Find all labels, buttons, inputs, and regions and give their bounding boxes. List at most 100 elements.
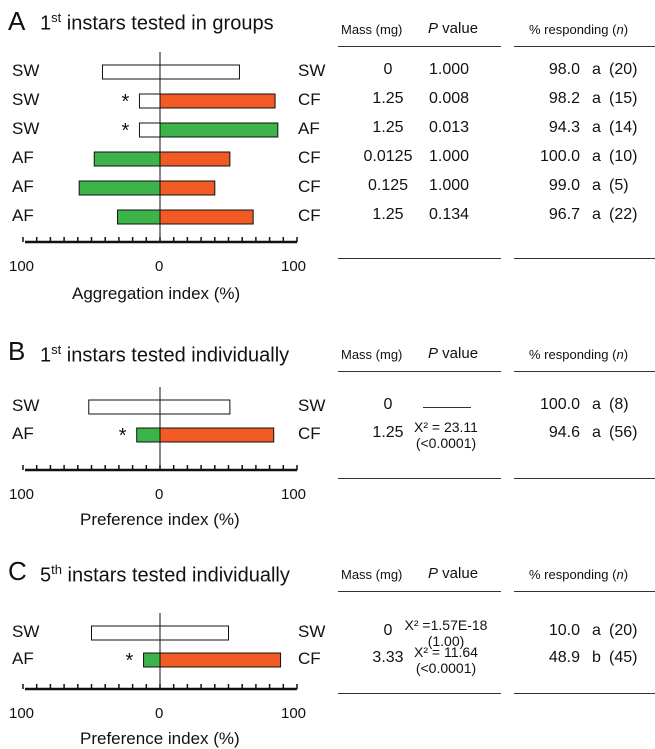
group-letter: a	[592, 177, 601, 194]
sample-size: (15)	[609, 90, 638, 107]
test-statistic: X² =1.57E-18	[404, 617, 488, 633]
mass-value: 0.125	[367, 177, 409, 194]
bar-right-sw	[159, 64, 240, 80]
mass-value: 1.25	[372, 206, 404, 223]
title-number: 1	[40, 12, 52, 35]
p-value-header: P value	[428, 20, 478, 37]
p-word: value	[438, 20, 479, 37]
test-statistic: X² = 11.64	[414, 644, 478, 660]
panel-b: B 1st instars tested individually Mass (mg…	[0, 330, 655, 530]
header-rule-left	[338, 46, 501, 47]
x-tick-label: 100	[281, 705, 307, 722]
x-tick-label: 100	[9, 705, 35, 722]
panel-letter: B	[8, 336, 26, 366]
sample-size: (22)	[609, 206, 638, 223]
mass-header: Mass (mg)	[341, 567, 403, 582]
group-letter: a	[592, 206, 601, 223]
p-value: 0.134	[428, 206, 470, 223]
responding-value: 94.6	[548, 424, 580, 441]
p-word: value	[438, 345, 479, 362]
group-letter: a	[592, 119, 601, 136]
bottom-rule-left	[338, 258, 501, 259]
sample-size: (5)	[609, 177, 629, 194]
title-superscript: th	[51, 562, 62, 577]
p-value-header: P value	[428, 565, 478, 582]
title-text: instars tested individually	[61, 564, 290, 587]
bar-right-sw	[159, 399, 231, 415]
p-value-paren: (<0.0001)	[415, 435, 477, 451]
row-right-label: CF	[298, 206, 321, 225]
significance-star: *	[121, 91, 130, 113]
bottom-rule-left	[338, 478, 501, 479]
mass-value: 0	[383, 396, 393, 413]
row-right-label: CF	[298, 90, 321, 109]
sample-size: (14)	[609, 119, 638, 136]
row-left-label: SW	[12, 119, 40, 138]
p-value: 1.000	[428, 61, 470, 78]
resp-n: n	[616, 567, 624, 582]
sample-size: (56)	[609, 424, 638, 441]
bar-right-cf	[159, 209, 254, 225]
responding-value: 100.0	[539, 396, 580, 413]
resp-n: n	[616, 347, 624, 362]
sample-size: (8)	[609, 396, 629, 413]
panel-letter: A	[8, 6, 26, 36]
bar-left-sw	[138, 93, 161, 109]
bar-left-sw	[91, 625, 161, 641]
panel-title: 5th instars tested individually	[40, 562, 290, 588]
bar-right-cf	[159, 151, 231, 167]
title-superscript: st	[51, 342, 62, 357]
row-right-label: SW	[298, 396, 326, 415]
title-text: instars tested in groups	[61, 12, 274, 35]
mass-header: Mass (mg)	[341, 22, 403, 37]
resp-word: % responding (	[529, 567, 617, 582]
significance-star: *	[125, 650, 134, 672]
header-rule-right	[514, 591, 655, 592]
bar-left-af	[117, 209, 161, 225]
x-tick-label: 0	[155, 258, 164, 275]
responding-value: 96.7	[548, 206, 580, 223]
p-value-header: P value	[428, 345, 478, 362]
p-value: 1.000	[428, 148, 470, 165]
bar-right-cf	[159, 180, 216, 196]
responding-header: % responding (n)	[529, 22, 628, 37]
responding-value: 98.0	[548, 61, 580, 78]
resp-close: )	[623, 567, 629, 582]
row-right-label: CF	[298, 177, 321, 196]
group-letter: a	[592, 148, 601, 165]
x-tick-label: 100	[9, 486, 35, 503]
mass-value: 1.25	[372, 424, 404, 441]
group-letter: a	[592, 90, 601, 107]
p-italic: P	[428, 345, 439, 362]
row-left-label: AF	[12, 206, 34, 225]
row-right-label: SW	[298, 622, 326, 641]
x-tick-label: 100	[9, 258, 35, 275]
group-letter: a	[592, 61, 601, 78]
responding-value: 94.3	[548, 119, 580, 136]
group-letter: b	[592, 649, 601, 666]
bar-left-sw	[101, 64, 161, 80]
x-tick-label: 0	[155, 486, 164, 503]
responding-value: 99.0	[548, 177, 580, 194]
responding-value: 100.0	[539, 148, 580, 165]
x-axis-label: Aggregation index (%)	[72, 284, 241, 303]
p-value: 1.000	[428, 177, 470, 194]
x-axis-label: Preference index (%)	[80, 729, 240, 748]
sample-size: (20)	[609, 622, 638, 639]
resp-word: % responding (	[529, 347, 617, 362]
bar-left-af	[136, 427, 161, 443]
title-text: instars tested individually	[61, 344, 290, 367]
bottom-rule-right	[514, 478, 655, 479]
group-letter: a	[592, 396, 601, 413]
p-value-dash	[423, 407, 471, 408]
p-value: 0.013	[428, 119, 470, 136]
responding-header: % responding (n)	[529, 567, 628, 582]
bar-right-sw	[159, 625, 229, 641]
row-left-label: AF	[12, 177, 34, 196]
panel-a: A 1st instars tested in groups Mass (mg) P …	[0, 0, 655, 303]
bar-left-af	[143, 652, 161, 668]
p-italic: P	[428, 565, 439, 582]
bar-chart	[22, 387, 298, 472]
header-rule-left	[338, 591, 501, 592]
bottom-rule-right	[514, 258, 655, 259]
